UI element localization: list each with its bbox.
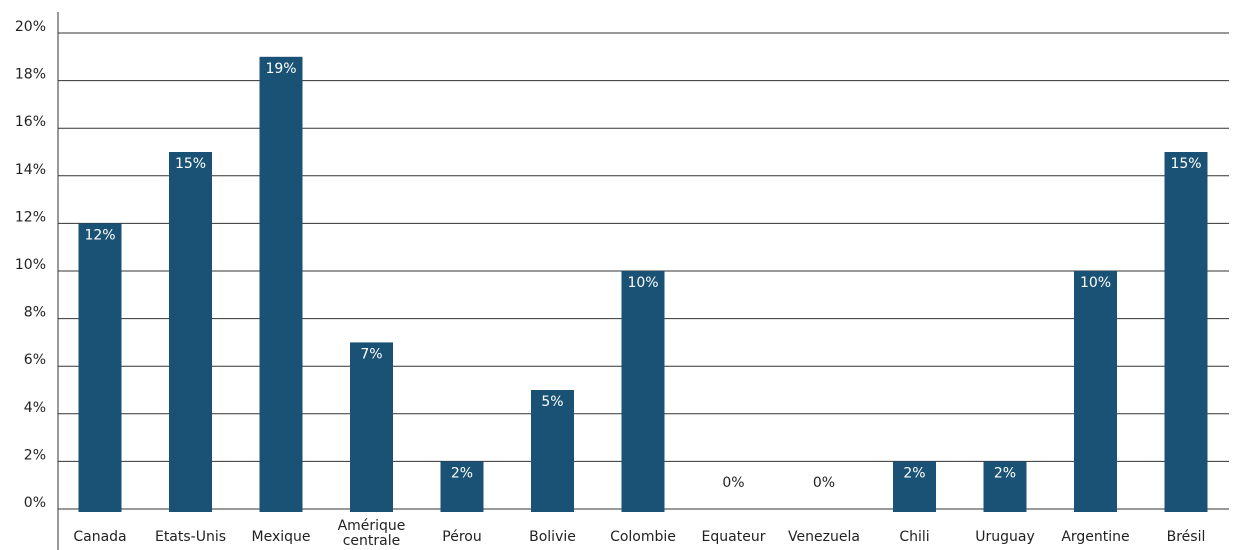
- y-tick-label: 20%: [15, 19, 46, 35]
- data-label: 15%: [175, 156, 206, 172]
- y-tick-label: 14%: [15, 162, 46, 178]
- x-tick-label: Mexique: [252, 529, 311, 545]
- bar: [983, 461, 1027, 512]
- y-tick-label: 2%: [24, 447, 46, 463]
- data-labels: 12% 15% 19% 7% 2% 5% 10% 0% 0% 2% 2% 10% 15%: [84, 61, 1201, 491]
- bar: [78, 223, 122, 512]
- y-tick-label: 8%: [24, 305, 46, 321]
- y-tick-label: 6%: [24, 352, 46, 368]
- y-tick-label: 16%: [15, 114, 46, 130]
- x-tick-label: Chili: [899, 529, 929, 545]
- bar: [169, 152, 212, 512]
- bar: [440, 461, 484, 512]
- x-tick-label: Bolivie: [529, 529, 576, 545]
- bar: [350, 342, 393, 512]
- bar: [1074, 271, 1117, 512]
- x-tick-label: Pérou: [442, 529, 481, 545]
- bars: [78, 56, 1208, 513]
- data-label: 7%: [360, 346, 382, 362]
- y-tick-label: 12%: [15, 209, 46, 225]
- y-tick-label: 4%: [24, 400, 46, 416]
- y-tick-label: 10%: [15, 257, 46, 273]
- bar: [1164, 152, 1208, 512]
- x-axis-labels: Canada Etats-Unis Mexique Amérique centrale P…: [73, 518, 1205, 549]
- x-tick-label: Argentine: [1061, 529, 1129, 545]
- data-label: 2%: [903, 465, 925, 481]
- data-label: 0%: [722, 475, 744, 491]
- data-label: 15%: [1170, 156, 1201, 172]
- x-tick-label: Uruguay: [975, 529, 1035, 545]
- x-tick-label: Brésil: [1167, 529, 1206, 545]
- y-tick-label: 0%: [24, 495, 46, 511]
- x-tick-label: Colombie: [610, 529, 676, 545]
- data-label: 2%: [994, 465, 1016, 481]
- x-tick-label: Canada: [73, 529, 126, 545]
- y-tick-label: 18%: [15, 67, 46, 83]
- bar: [621, 271, 665, 512]
- bar: [259, 56, 303, 513]
- x-tick-label: Amérique centrale: [338, 518, 406, 549]
- x-tick-label: Venezuela: [788, 529, 860, 545]
- x-tick-label: Equateur: [702, 529, 766, 545]
- data-label: 10%: [1080, 275, 1111, 291]
- data-label: 19%: [265, 61, 296, 77]
- data-label: 10%: [627, 275, 658, 291]
- data-label: 2%: [451, 465, 473, 481]
- data-label: 12%: [84, 227, 115, 243]
- x-tick-label: Etats-Unis: [155, 529, 226, 545]
- data-label: 0%: [813, 475, 835, 491]
- y-axis-ticks: 0% 2% 4% 6% 8% 10% 12% 14% 16% 18% 20%: [15, 19, 46, 511]
- bar: [531, 390, 574, 512]
- data-label: 5%: [541, 394, 563, 410]
- bar: [893, 461, 936, 512]
